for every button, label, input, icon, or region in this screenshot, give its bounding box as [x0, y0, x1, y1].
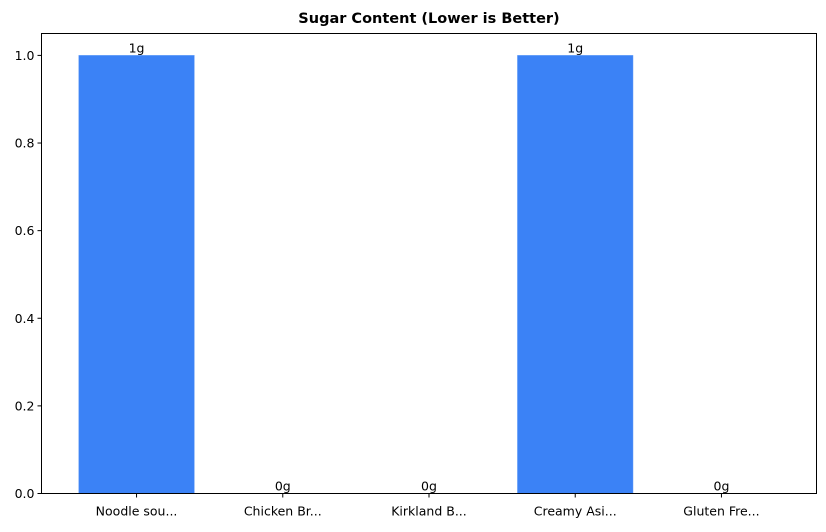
bar [517, 55, 634, 494]
y-tick-label: 1.0 [15, 48, 35, 63]
data-label: 0g [421, 479, 437, 494]
data-label: 1g [567, 40, 583, 55]
y-tick-label: 0.8 [15, 136, 35, 151]
x-tick-label: Kirkland B... [391, 504, 467, 519]
x-tick-label: Noodle sou... [96, 504, 178, 519]
data-label: 1g [129, 40, 145, 55]
y-tick-label: 0.6 [15, 223, 35, 238]
data-label: 0g [714, 479, 730, 494]
plot-frame [41, 33, 817, 494]
data-label: 0g [275, 479, 291, 494]
x-tick-label: Chicken Br... [244, 504, 322, 519]
x-tick-label: Creamy Asi... [534, 504, 617, 519]
x-tick-label: Gluten Fre... [683, 504, 759, 519]
y-tick-label: 0.0 [15, 486, 35, 501]
y-tick-label: 0.2 [15, 398, 35, 413]
bar [78, 55, 195, 494]
chart-title: Sugar Content (Lower is Better) [298, 11, 559, 27]
y-tick-label: 0.4 [15, 311, 35, 326]
